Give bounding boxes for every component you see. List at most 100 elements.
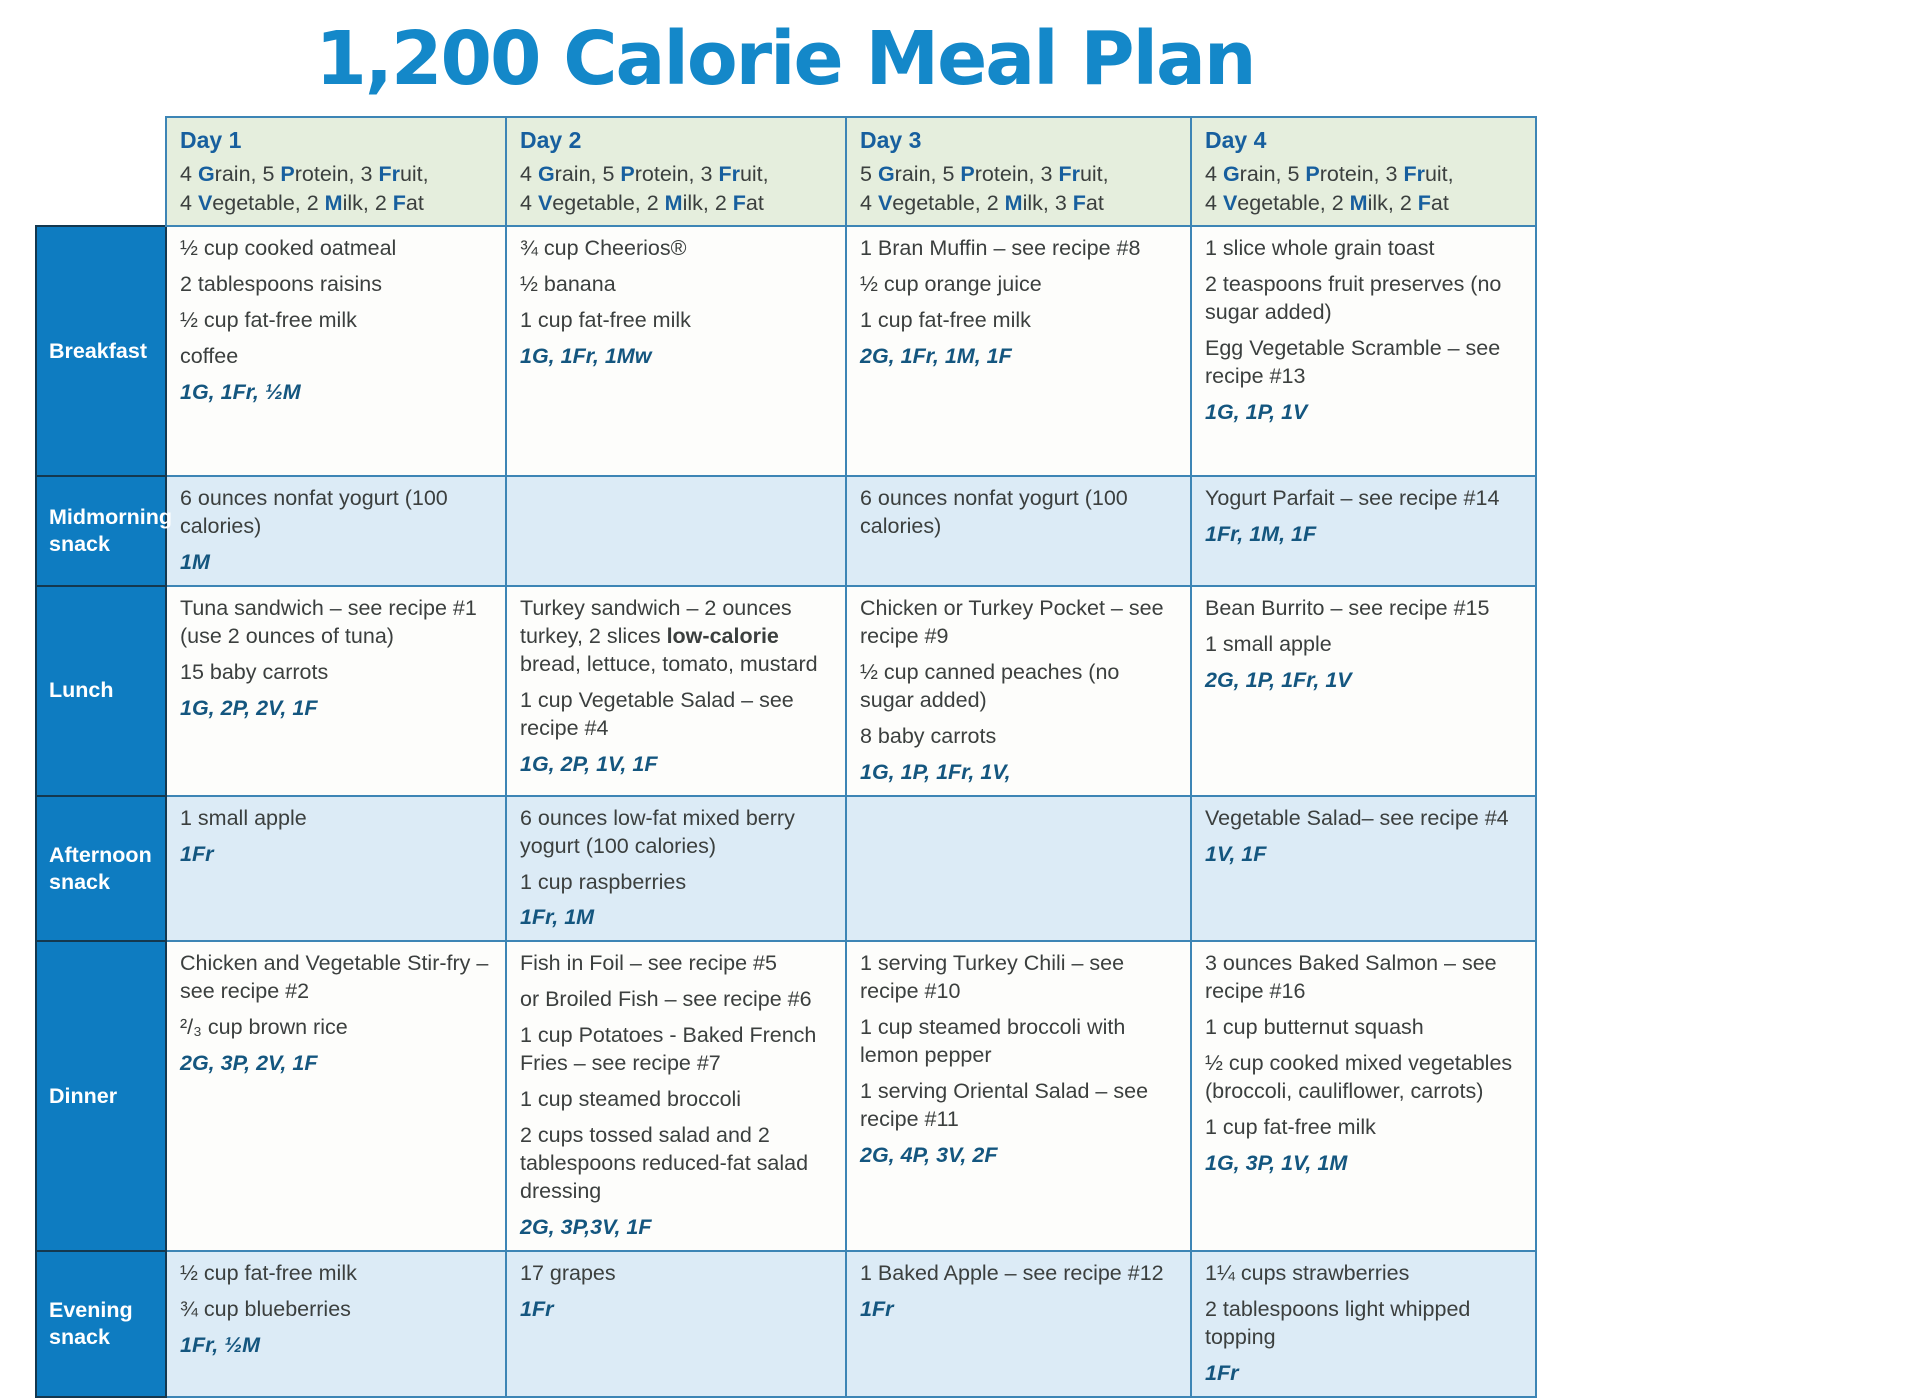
servings-code-letter: P bbox=[960, 162, 975, 186]
meal-line: Bean Burrito – see recipe #15 bbox=[1205, 595, 1523, 623]
serving-code: 2G, 4P, 3V, 2F bbox=[860, 1143, 998, 1167]
servings-count: 2 bbox=[374, 190, 393, 215]
meal-row-midmorning-snack: Midmorning snack 6 ounces nonfat yogurt (… bbox=[35, 475, 1537, 587]
servings-count: 3 bbox=[360, 162, 379, 186]
meal-cell: 1 Baked Apple – see recipe #12 1Fr bbox=[845, 1249, 1192, 1398]
servings-word-rest: at bbox=[1430, 190, 1449, 215]
servings-code-letter: P bbox=[620, 162, 635, 186]
serving-code: 1G, 1Fr, 1Mw bbox=[520, 344, 652, 368]
meal-line: 1G, 2P, 1V, 1F bbox=[520, 751, 833, 779]
meal-line: 1Fr, 1M bbox=[520, 904, 833, 932]
servings-count: 5 bbox=[602, 162, 621, 186]
meal-text: 1 Bran Muffin – see recipe #8 bbox=[860, 236, 1141, 261]
servings-word-rest: egetable, bbox=[892, 190, 987, 215]
meal-text: ²/₃ cup brown rice bbox=[180, 1015, 348, 1040]
meal-cell: 3 ounces Baked Salmon – see recipe #16 1 … bbox=[1190, 940, 1537, 1252]
serving-code: 1G, 1Fr, ½M bbox=[180, 379, 301, 404]
servings-count: 4 bbox=[520, 190, 538, 215]
meal-line: 15 baby carrots bbox=[180, 659, 493, 687]
meal-line: 3 ounces Baked Salmon – see recipe #16 bbox=[1205, 950, 1523, 1006]
meal-text: 1¼ cups strawberries bbox=[1205, 1260, 1410, 1285]
servings-count: 3 bbox=[1054, 190, 1073, 215]
servings-word-rest: uit, bbox=[399, 162, 429, 186]
meal-line: 1G, 1P, 1Fr, 1V, bbox=[860, 759, 1178, 787]
meal-line: ²/₃ cup brown rice bbox=[180, 1014, 493, 1042]
meal-line: 1 Baked Apple – see recipe #12 bbox=[860, 1260, 1178, 1288]
servings-code-letter: M bbox=[324, 190, 343, 215]
meal-text: 1 cup fat-free milk bbox=[520, 308, 691, 333]
servings-count: 2 bbox=[1399, 190, 1418, 215]
meal-line: 1Fr bbox=[1205, 1360, 1523, 1388]
meal-line: 1 serving Turkey Chili – see recipe #10 bbox=[860, 950, 1178, 1006]
meal-cell: 6 ounces low-fat mixed berry yogurt (100… bbox=[505, 794, 847, 943]
meal-row-evening-snack: Evening snack ½ cup fat-free milk ¾ cup bl… bbox=[35, 1249, 1537, 1398]
meal-text: 1 cup steamed broccoli bbox=[520, 1087, 742, 1112]
meal-line: Vegetable Salad– see recipe #4 bbox=[1205, 805, 1523, 833]
meal-cell bbox=[845, 794, 1192, 943]
meal-line: 2 tablespoons raisins bbox=[180, 271, 493, 299]
servings-code-letter: V bbox=[877, 190, 893, 215]
day-servings-line: 4 Vegetable, 2 Milk, 3 Fat bbox=[860, 189, 1178, 218]
meal-cell: 6 ounces nonfat yogurt (100 calories) bbox=[845, 475, 1192, 587]
meal-line: 2G, 4P, 3V, 2F bbox=[860, 1142, 1178, 1170]
meal-line: 1 slice whole grain toast bbox=[1205, 235, 1523, 263]
servings-count: 5 bbox=[262, 162, 281, 186]
servings-word-rest: at bbox=[405, 190, 424, 215]
meal-line: ¾ cup Cheerios® bbox=[520, 235, 833, 263]
servings-count: 3 bbox=[1385, 162, 1404, 186]
meal-cell: ½ cup fat-free milk ¾ cup blueberries 1Fr,… bbox=[165, 1249, 507, 1398]
servings-code-letter: F bbox=[1417, 190, 1431, 215]
meal-line: 2G, 1P, 1Fr, 1V bbox=[1205, 667, 1523, 695]
meal-line: Chicken and Vegetable Stir-fry – see rec… bbox=[180, 950, 493, 1006]
meal-line: 2 tablespoons light whipped topping bbox=[1205, 1296, 1523, 1352]
meal-line: ½ banana bbox=[520, 271, 833, 299]
meal-cell: Turkey sandwich – 2 ounces turkey, 2 sli… bbox=[505, 585, 847, 797]
meal-line: 1Fr, 1M, 1F bbox=[1205, 521, 1523, 549]
meal-text: 17 grapes bbox=[520, 1260, 616, 1285]
servings-code-letter: G bbox=[197, 162, 215, 186]
meal-line: 1 cup steamed broccoli with lemon pepper bbox=[860, 1014, 1178, 1070]
servings-word-rest: ilk, bbox=[682, 190, 715, 215]
meal-text: Vegetable Salad– see recipe #4 bbox=[1205, 805, 1509, 830]
meal-line: 8 baby carrots bbox=[860, 723, 1178, 751]
meal-line: ¾ cup blueberries bbox=[180, 1296, 493, 1324]
meal-cell: Bean Burrito – see recipe #15 1 small app… bbox=[1190, 585, 1537, 797]
servings-code-letter: P bbox=[1305, 162, 1320, 186]
meal-cell: ½ cup cooked oatmeal 2 tablespoons raisin… bbox=[165, 225, 507, 478]
serving-code: 1Fr, ½M bbox=[180, 1332, 261, 1357]
meal-cell: 1¼ cups strawberries 2 tablespoons light … bbox=[1190, 1249, 1537, 1398]
meal-cell: Chicken and Vegetable Stir-fry – see rec… bbox=[165, 940, 507, 1252]
meal-line: 1 small apple bbox=[180, 805, 493, 833]
meal-cell: Chicken or Turkey Pocket – see recipe #9… bbox=[845, 585, 1192, 797]
serving-code: 2G, 1Fr, 1M, 1F bbox=[860, 344, 1012, 368]
meal-cell: 6 ounces nonfat yogurt (100 calories) 1M bbox=[165, 475, 507, 587]
meal-text: 1 serving Turkey Chili – see recipe #10 bbox=[860, 951, 1125, 1004]
meal-line: ½ cup fat-free milk bbox=[180, 307, 493, 335]
servings-word-rest: rain, bbox=[1239, 162, 1288, 186]
meal-text: 1 cup steamed broccoli with lemon pepper bbox=[860, 1015, 1126, 1068]
meal-text: ¾ cup blueberries bbox=[180, 1296, 351, 1321]
servings-code-letter: F bbox=[1072, 190, 1086, 215]
corner-cell bbox=[36, 117, 166, 227]
day-title: Day 3 bbox=[860, 127, 922, 153]
meal-line: 1 cup Potatoes - Baked French Fries – se… bbox=[520, 1022, 833, 1078]
meal-line: ½ cup canned peaches (no sugar added) bbox=[860, 659, 1178, 715]
meal-line: Yogurt Parfait – see recipe #14 bbox=[1205, 485, 1523, 513]
meal-line: 1G, 1Fr, ½M bbox=[180, 379, 493, 407]
meal-row-lunch: Lunch Tuna sandwich – see recipe #1 (use … bbox=[35, 585, 1537, 797]
row-label: Breakfast bbox=[35, 225, 167, 478]
page-title: 1,200 Calorie Meal Plan bbox=[315, 16, 1256, 102]
meal-text: Egg Vegetable Scramble – see recipe #13 bbox=[1205, 336, 1501, 388]
meal-line: 1 cup Vegetable Salad – see recipe #4 bbox=[520, 687, 833, 743]
meal-text: 3 ounces Baked Salmon – see recipe #16 bbox=[1205, 951, 1497, 1004]
serving-code: 1M bbox=[180, 550, 210, 575]
meal-row-afternoon-snack: Afternoon snack 1 small apple 1Fr 6 ounces … bbox=[35, 794, 1537, 943]
meal-line: or Broiled Fish – see recipe #6 bbox=[520, 986, 833, 1014]
servings-word-rest: uit, bbox=[1424, 162, 1454, 186]
servings-word-rest: rain, bbox=[214, 162, 263, 186]
meal-text: Yogurt Parfait – see recipe #14 bbox=[1205, 486, 1500, 511]
meal-line: ½ cup cooked mixed vegetables (broccoli,… bbox=[1205, 1050, 1523, 1106]
servings-word-rest: rotein, bbox=[634, 162, 701, 186]
